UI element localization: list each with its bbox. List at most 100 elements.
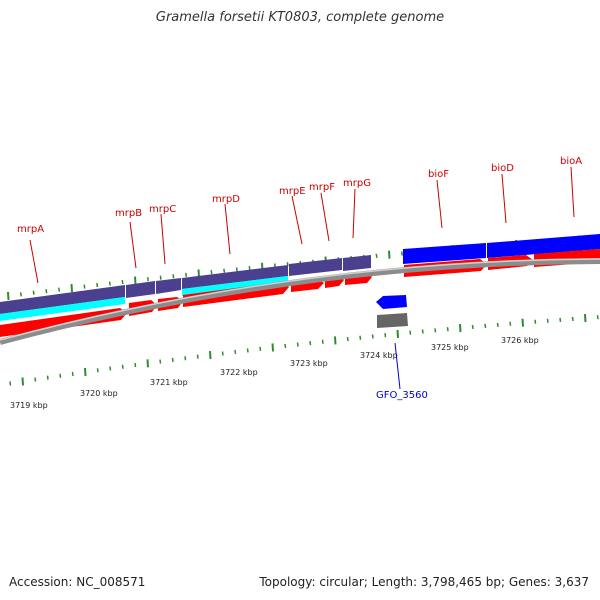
axis-label: 3722 kbp bbox=[220, 368, 258, 377]
inner-tick bbox=[584, 313, 587, 323]
inner-tick bbox=[546, 318, 549, 323]
inner-tick bbox=[496, 322, 499, 327]
inner-tick bbox=[209, 350, 212, 360]
inner-tick bbox=[421, 329, 424, 334]
outer-tick bbox=[83, 284, 86, 289]
outer-tick bbox=[400, 251, 403, 256]
inner-tick bbox=[146, 359, 149, 368]
purple-feature-mrp-block[interactable] bbox=[0, 285, 125, 314]
reverse-feature-group bbox=[376, 295, 408, 328]
inner-tick bbox=[534, 319, 537, 324]
accession-text: Accession: NC_008571 bbox=[9, 575, 146, 589]
cyan-feature-mrpd[interactable] bbox=[182, 276, 288, 296]
axis-label: 3726 kbp bbox=[501, 336, 539, 345]
inner-tick bbox=[9, 381, 12, 386]
inner-tick bbox=[471, 324, 474, 330]
inner-tick bbox=[121, 364, 124, 369]
inner-tick bbox=[346, 336, 349, 342]
gene-label-biod[interactable]: bioD bbox=[491, 163, 514, 174]
outer-tick bbox=[19, 292, 22, 297]
inner-tick bbox=[521, 318, 524, 327]
outer-tick bbox=[121, 279, 124, 285]
axis-label-group: 3719 kbp 3720 kbp 3721 kbp 3722 kbp 3723 kbp… bbox=[10, 336, 539, 410]
inner-tick bbox=[184, 356, 187, 361]
inner-tick bbox=[59, 373, 62, 378]
blue-cds-biod-bioa[interactable] bbox=[487, 234, 600, 258]
outer-tick bbox=[96, 282, 99, 288]
axis-label: 3719 kbp bbox=[10, 401, 48, 410]
gene-label-mrpb[interactable]: mrpB bbox=[115, 208, 142, 219]
gray-feature-gfo-3560[interactable] bbox=[377, 313, 408, 328]
inner-tick bbox=[171, 357, 174, 363]
inner-tick bbox=[271, 343, 274, 352]
inner-tick bbox=[246, 348, 249, 353]
inner-tick bbox=[334, 336, 337, 345]
outer-tick bbox=[58, 287, 61, 292]
cyan-feature-track bbox=[0, 276, 288, 321]
inner-tick bbox=[46, 375, 49, 380]
purple-feature-mrpd[interactable] bbox=[182, 265, 288, 289]
axis-label: 3721 kbp bbox=[150, 378, 188, 387]
outer-tick bbox=[70, 284, 73, 293]
blue-cds-biof[interactable] bbox=[403, 243, 486, 264]
outer-tick bbox=[210, 270, 213, 275]
outer-tick bbox=[32, 290, 35, 295]
inner-tick bbox=[159, 359, 162, 364]
inner-tick bbox=[384, 333, 387, 338]
inner-tick bbox=[559, 317, 562, 322]
outer-tick bbox=[45, 289, 48, 294]
outer-tick bbox=[235, 267, 238, 272]
outer-tick bbox=[248, 266, 251, 271]
inner-tick bbox=[371, 334, 374, 339]
purple-feature-mrpe[interactable] bbox=[289, 258, 342, 276]
inner-tick bbox=[196, 354, 199, 359]
gene-label-mrpa[interactable]: mrpA bbox=[17, 224, 44, 235]
inner-tick bbox=[109, 366, 112, 371]
outer-tick bbox=[108, 281, 111, 286]
outer-tick bbox=[185, 272, 188, 277]
gene-label-mrpc[interactable]: mrpC bbox=[149, 204, 176, 215]
outer-tick bbox=[375, 253, 378, 258]
genome-backbone bbox=[0, 258, 600, 345]
red-cds-mrpa[interactable] bbox=[0, 308, 127, 337]
cyan-feature-left[interactable] bbox=[0, 297, 125, 321]
inner-tick bbox=[259, 346, 262, 351]
gene-label-mrpe[interactable]: mrpE bbox=[279, 186, 306, 197]
outer-tick bbox=[134, 276, 137, 285]
gene-label-bioa[interactable]: bioA bbox=[560, 156, 582, 167]
gene-label-mrpf[interactable]: mrpF bbox=[309, 182, 335, 193]
inner-tick bbox=[96, 368, 99, 373]
inner-tick bbox=[596, 315, 599, 320]
blue-forward-track bbox=[403, 234, 600, 264]
gene-label-group: mrpA mrpB mrpC mrpD mrpE mrpF mrpG bioF … bbox=[17, 156, 582, 401]
outer-tick bbox=[7, 291, 10, 301]
purple-feature-mrpc[interactable] bbox=[156, 278, 181, 294]
inner-tick bbox=[309, 341, 312, 346]
highlight-leader-line bbox=[394, 342, 401, 390]
inner-tick bbox=[234, 349, 237, 355]
genome-backbone-highlight bbox=[0, 258, 600, 341]
inner-tick bbox=[134, 362, 137, 368]
purple-feature-mrpb[interactable] bbox=[126, 281, 155, 298]
purple-feature-mrpg[interactable] bbox=[343, 255, 371, 271]
outer-tick bbox=[146, 277, 149, 282]
axis-label: 3725 kbp bbox=[431, 343, 469, 352]
inner-tick-ring bbox=[9, 313, 599, 386]
inner-tick bbox=[21, 377, 24, 386]
outer-tick bbox=[388, 250, 391, 259]
outer-tick bbox=[159, 275, 162, 280]
axis-label: 3723 kbp bbox=[290, 359, 328, 368]
gene-label-mrpg[interactable]: mrpG bbox=[343, 178, 371, 189]
highlight-label-gfo-3560[interactable]: GFO_3560 bbox=[376, 390, 428, 401]
inner-tick bbox=[296, 342, 299, 347]
inner-tick bbox=[359, 335, 362, 340]
inner-tick bbox=[571, 316, 574, 322]
gene-label-biof[interactable]: bioF bbox=[428, 169, 449, 180]
blue-reverse-cds-gfo-3560[interactable] bbox=[376, 295, 407, 309]
inner-tick bbox=[434, 328, 437, 333]
inner-tick bbox=[509, 321, 512, 326]
outer-tick bbox=[223, 268, 226, 273]
gene-label-mrpd[interactable]: mrpD bbox=[212, 194, 240, 205]
